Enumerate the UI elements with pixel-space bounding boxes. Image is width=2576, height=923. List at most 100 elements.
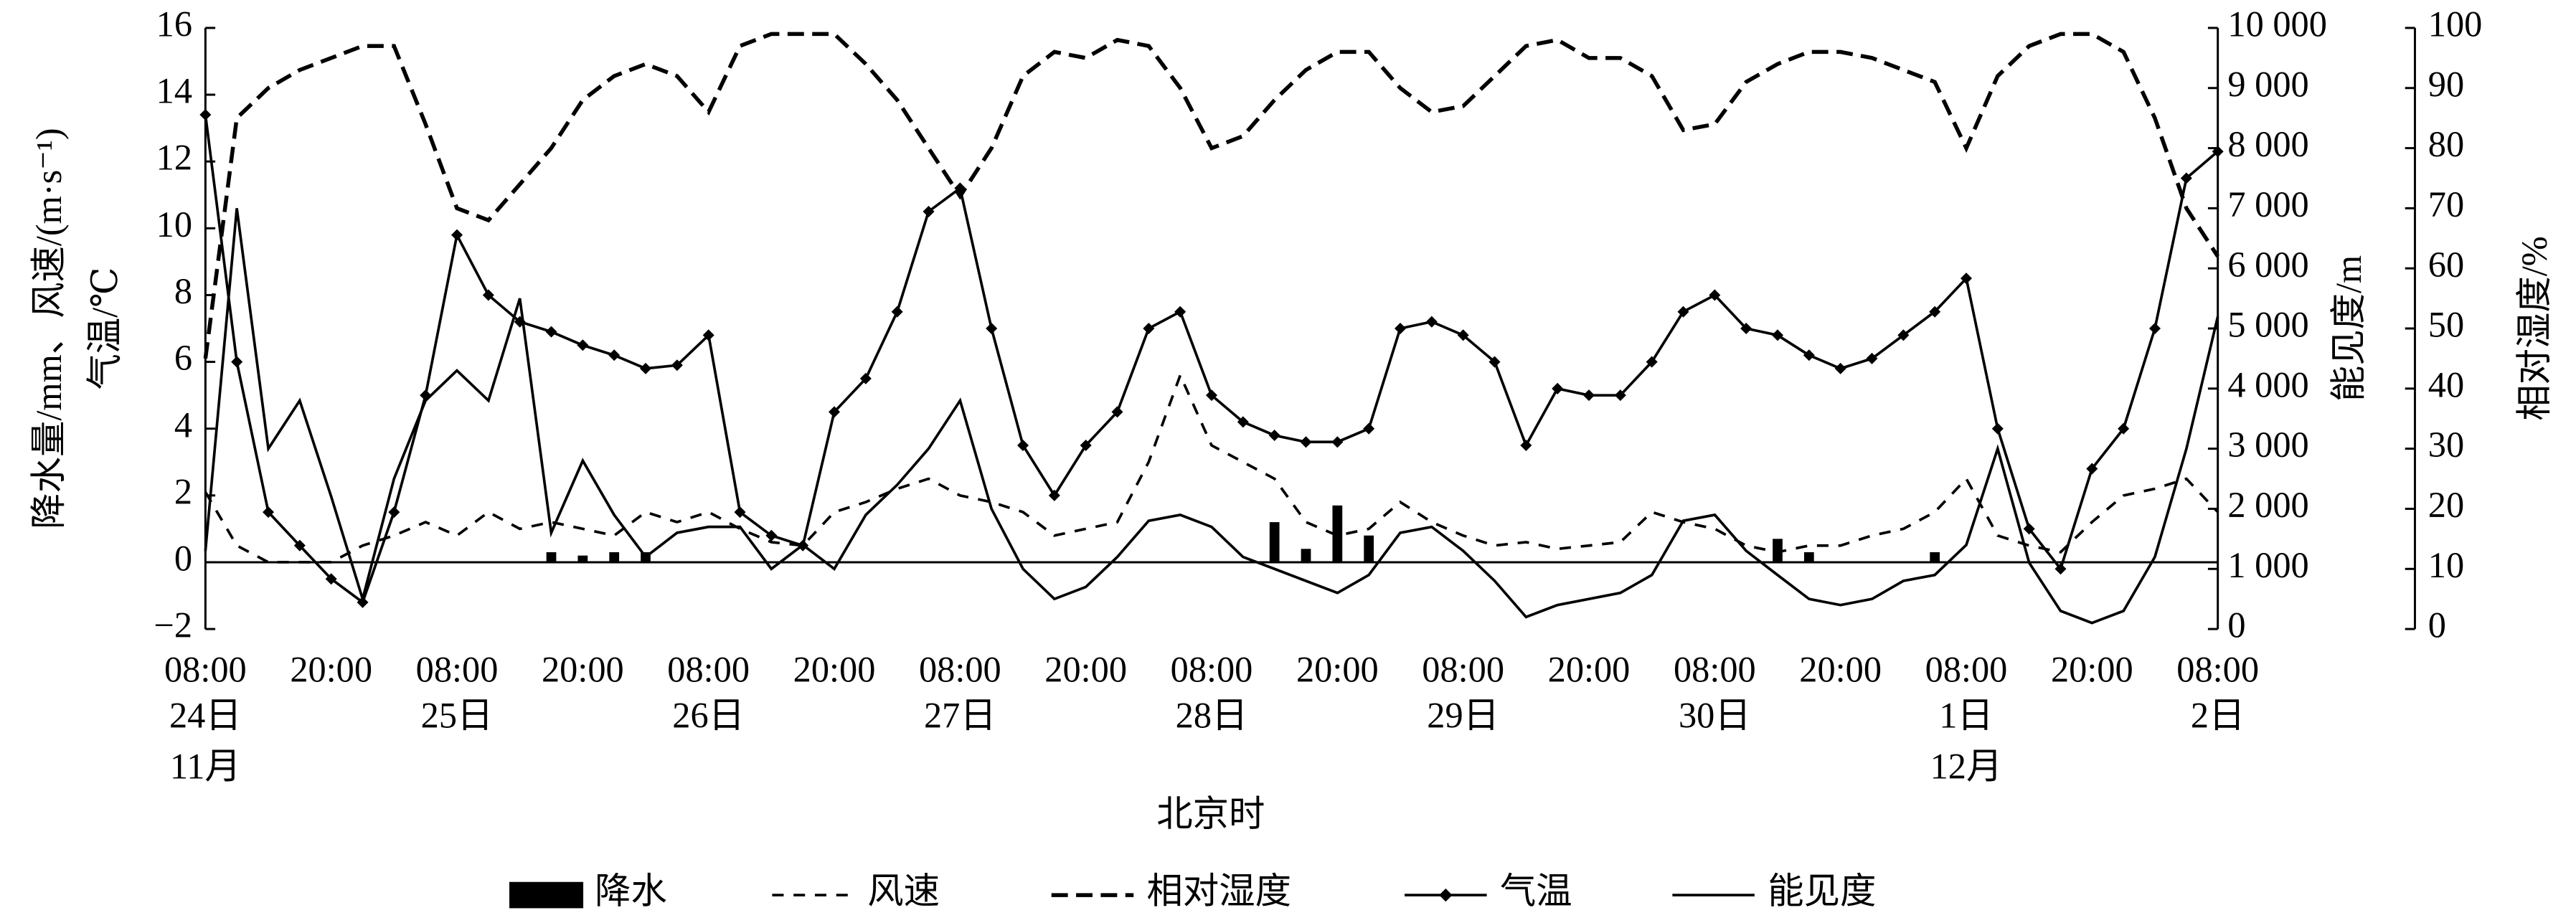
series-line (204, 208, 2219, 625)
x-day-label: 27日 (924, 696, 996, 736)
y2-tick-label: 4 000 (2227, 364, 2308, 404)
precip-bar (577, 555, 588, 562)
series-line (204, 371, 2219, 564)
temperature-marker (199, 108, 212, 121)
x-tick-label: 20:00 (1044, 649, 1127, 689)
x-tick-label: 08:00 (667, 649, 750, 689)
temperature-marker (545, 326, 557, 338)
x-tick-label: 20:00 (542, 649, 624, 689)
temperature-marker (1048, 489, 1060, 501)
temperature-marker (734, 506, 746, 519)
y3-tick-label: 60 (2428, 245, 2464, 285)
temperature-marker (1582, 389, 1595, 402)
y-tick-label: 12 (156, 138, 192, 178)
temperature-marker (1425, 316, 1438, 328)
temperature-marker (1300, 436, 1312, 448)
y3-tick-label: 50 (2428, 305, 2464, 345)
temperature-marker (231, 356, 243, 368)
temperature-marker (1143, 322, 1155, 335)
temperature-marker (986, 322, 998, 335)
y2-tick-label: 2 000 (2227, 485, 2308, 525)
temperature-marker (702, 329, 714, 341)
precip-bar (1930, 552, 1940, 562)
x-tick-label: 08:00 (919, 649, 1001, 689)
precip-bar (546, 552, 557, 562)
x-day-label: 29日 (1427, 696, 1499, 736)
y2-tick-label: 10 000 (2227, 4, 2327, 44)
y-tick-label: 2 (174, 471, 192, 511)
temperature-marker (1111, 406, 1123, 418)
temperature-marker (1834, 362, 1846, 374)
x-tick-label: 08:00 (1171, 649, 1253, 689)
temperature-marker (2148, 322, 2161, 335)
temperature-marker (1897, 329, 1910, 341)
temperature-marker (1771, 329, 1784, 341)
precip-bar (1332, 505, 1343, 562)
precip-bar (1301, 549, 1311, 562)
x-tick-label: 08:00 (416, 649, 499, 689)
temperature-marker (325, 573, 337, 585)
y3-tick-label: 30 (2428, 425, 2464, 465)
temperature-marker (1552, 382, 1564, 394)
precip-bar (609, 552, 620, 562)
x-tick-label: 08:00 (1674, 649, 1756, 689)
y3-tick-label: 0 (2428, 605, 2446, 645)
y2-tick-label: 9 000 (2227, 64, 2308, 104)
x-tick-label: 08:00 (1422, 649, 1504, 689)
y3-tick-label: 80 (2428, 124, 2464, 164)
temperature-marker (765, 529, 778, 541)
temperature-marker (640, 362, 652, 374)
x-tick-label: 08:00 (2176, 649, 2259, 689)
legend-label: 降水 (595, 871, 667, 912)
x-tick-label: 20:00 (290, 649, 372, 689)
x-tick-label: 20:00 (1296, 649, 1379, 689)
x-tick-label: 20:00 (1799, 649, 1882, 689)
temperature-marker (954, 182, 966, 194)
temperature-marker (1457, 329, 1469, 341)
temperature-marker (1488, 356, 1501, 368)
y-tick-label: 16 (156, 4, 192, 44)
y-tick-label: 4 (174, 404, 192, 445)
precip-bar (1269, 522, 1280, 562)
temperature-marker (923, 206, 935, 218)
x-day-label: 30日 (1679, 696, 1751, 736)
x-day-label: 28日 (1176, 696, 1248, 736)
x-day-label: 26日 (672, 696, 745, 736)
precip-bar (1803, 552, 1814, 562)
temperature-marker (1080, 439, 1092, 451)
y-tick-label: 10 (156, 204, 192, 245)
x-day-label: 1日 (1939, 696, 1994, 736)
temperature-marker (2180, 172, 2192, 184)
temperature-marker (1614, 389, 1626, 402)
y3-tick-label: 10 (2428, 545, 2464, 585)
temperature-marker (1740, 322, 1752, 335)
y-tick-label: 6 (174, 338, 192, 378)
y2-tick-label: 8 000 (2227, 124, 2308, 164)
temperature-marker (577, 339, 589, 351)
y2-tick-label: 7 000 (2227, 184, 2308, 224)
temperature-marker (1331, 436, 1344, 448)
y2-tick-label: 3 000 (2227, 425, 2308, 465)
legend-label: 气温 (1500, 871, 1572, 912)
y2-axis-label: 能见度/m (2329, 255, 2369, 402)
temperature-marker (1866, 352, 1878, 364)
temperature-marker (451, 229, 463, 241)
temperature-marker (293, 539, 306, 552)
legend-label: 风速 (867, 871, 940, 912)
temperature-marker (1237, 416, 1249, 428)
temperature-marker (2054, 563, 2067, 575)
temperature-marker (1394, 322, 1407, 335)
x-tick-label: 08:00 (164, 649, 247, 689)
temperature-marker (1268, 429, 1280, 442)
y-tick-label: −2 (154, 605, 192, 645)
legend-label: 能见度 (1768, 871, 1876, 912)
temperature-marker (1960, 273, 1973, 285)
x-month-label: 12月 (1930, 747, 2003, 787)
y-axis-label: 降水量/mm、风速/(m·s⁻¹) (29, 128, 69, 529)
temperature-marker (829, 406, 841, 418)
temperature-marker (1520, 439, 1532, 451)
temperature-marker (1709, 289, 1721, 301)
y2-tick-label: 1 000 (2227, 545, 2308, 585)
temperature-marker (1363, 422, 1375, 435)
